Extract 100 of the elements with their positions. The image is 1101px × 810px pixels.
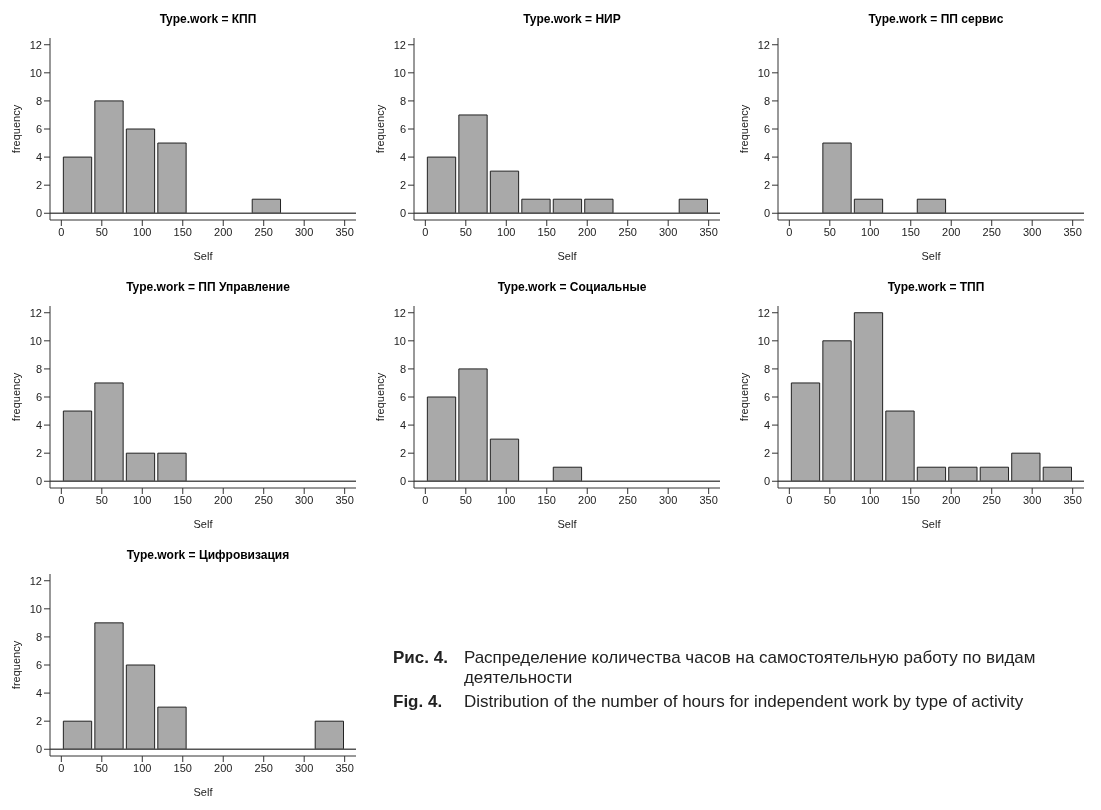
x-tick-label: 300 — [1023, 493, 1042, 506]
x-axis-title: Self — [193, 518, 214, 530]
y-tick-label: 0 — [399, 207, 406, 220]
x-tick-label: 100 — [497, 493, 516, 506]
y-tick-label: 8 — [399, 94, 406, 107]
y-axis-title: frequency — [737, 104, 750, 154]
x-tick-label: 350 — [1063, 225, 1082, 238]
y-tick-label: 4 — [35, 418, 42, 431]
x-tick-label: 350 — [699, 225, 718, 238]
y-tick-label: 12 — [393, 38, 406, 51]
x-tick-label: 0 — [422, 225, 429, 238]
chart-title: Type.work = ТПП — [886, 279, 986, 296]
y-tick-label: 8 — [399, 362, 406, 375]
chart-title: Type.work = ПП Управление — [125, 279, 291, 296]
text: Рис. 4. — [393, 648, 448, 669]
x-tick-label: 300 — [295, 225, 314, 238]
y-axis-title: frequency — [9, 372, 22, 422]
y-tick-label: 6 — [35, 658, 42, 671]
chart-title: Type.work = Цифровизация — [125, 547, 291, 564]
y-tick-label: 2 — [35, 447, 42, 460]
chart-title: Type.work = ПП сервис — [867, 11, 1005, 28]
x-tick-label: 200 — [578, 493, 597, 506]
x-tick-label: 200 — [942, 493, 961, 506]
chart-title: Type.work = КПП — [158, 11, 258, 28]
x-axis-title: Self — [557, 518, 578, 530]
x-tick-label: 300 — [659, 225, 678, 238]
x-tick-label: 200 — [214, 225, 233, 238]
y-tick-label: 4 — [399, 418, 406, 431]
y-tick-label: 4 — [763, 150, 770, 163]
x-tick-label: 250 — [982, 225, 1001, 238]
x-tick-label: 50 — [823, 493, 836, 506]
y-tick-label: 4 — [763, 418, 770, 431]
x-tick-label: 350 — [699, 493, 718, 506]
x-tick-label: 0 — [422, 493, 429, 506]
text: Distribution of the number of hours for independent work by type of activity — [463, 692, 1025, 712]
x-tick-label: 250 — [982, 493, 1001, 506]
x-tick-label: 200 — [214, 761, 233, 774]
x-tick-label: 100 — [133, 225, 152, 238]
y-tick-label: 12 — [29, 306, 42, 319]
y-tick-label: 0 — [399, 475, 406, 488]
y-tick-label: 8 — [35, 362, 42, 375]
x-tick-label: 200 — [942, 225, 961, 238]
y-tick-label: 10 — [393, 66, 406, 79]
x-axis-title: Self — [193, 250, 214, 262]
x-tick-label: 50 — [95, 225, 108, 238]
x-tick-label: 50 — [95, 493, 108, 506]
y-tick-label: 12 — [29, 38, 42, 51]
x-tick-label: 150 — [173, 761, 192, 774]
y-tick-label: 12 — [757, 306, 770, 319]
x-tick-label: 250 — [618, 493, 637, 506]
x-tick-label: 50 — [95, 761, 108, 774]
y-axis-title: frequency — [373, 104, 386, 154]
y-tick-label: 8 — [35, 94, 42, 107]
x-tick-label: 350 — [1063, 493, 1082, 506]
y-tick-label: 0 — [763, 475, 770, 488]
caption: Fig. 4. — [393, 692, 444, 712]
text: Распределение количества часов на самостоятельную работу по видам деятельности — [463, 648, 1037, 688]
y-tick-label: 4 — [399, 150, 406, 163]
x-tick-label: 100 — [861, 493, 880, 506]
y-tick-label: 4 — [35, 686, 42, 699]
y-tick-label: 6 — [399, 122, 406, 135]
y-tick-label: 10 — [757, 66, 770, 79]
y-tick-label: 8 — [35, 630, 42, 643]
y-axis-title: frequency — [737, 372, 750, 422]
y-tick-label: 8 — [763, 362, 770, 375]
y-tick-label: 10 — [29, 602, 42, 615]
x-tick-label: 250 — [618, 225, 637, 238]
y-tick-label: 2 — [399, 447, 406, 460]
y-axis-title: frequency — [9, 640, 22, 690]
y-axis-title: frequency — [9, 104, 22, 154]
y-axis-title: frequency — [373, 372, 386, 422]
x-tick-label: 150 — [901, 493, 920, 506]
y-tick-label: 12 — [757, 38, 770, 51]
x-tick-label: 50 — [823, 225, 836, 238]
y-tick-label: 6 — [35, 390, 42, 403]
y-tick-label: 2 — [763, 447, 770, 460]
chart-title: Type.work = Социальные — [496, 279, 648, 296]
x-tick-label: 150 — [173, 493, 192, 506]
x-tick-label: 300 — [295, 761, 314, 774]
x-axis-title: Self — [193, 786, 214, 798]
x-tick-label: 50 — [459, 225, 472, 238]
x-tick-label: 0 — [58, 761, 65, 774]
y-tick-label: 10 — [757, 334, 770, 347]
x-tick-label: 250 — [254, 493, 273, 506]
x-tick-label: 350 — [335, 761, 354, 774]
y-tick-label: 10 — [29, 334, 42, 347]
y-tick-label: 2 — [763, 179, 770, 192]
x-tick-label: 150 — [173, 225, 192, 238]
x-tick-label: 0 — [58, 493, 65, 506]
x-tick-label: 150 — [901, 225, 920, 238]
x-tick-label: 150 — [537, 493, 556, 506]
x-tick-label: 0 — [786, 225, 793, 238]
x-tick-label: 0 — [58, 225, 65, 238]
y-tick-label: 10 — [29, 66, 42, 79]
y-tick-label: 8 — [763, 94, 770, 107]
y-tick-label: 0 — [35, 743, 42, 756]
y-tick-label: 6 — [35, 122, 42, 135]
x-tick-label: 350 — [335, 225, 354, 238]
x-tick-label: 100 — [133, 493, 152, 506]
x-tick-label: 50 — [459, 493, 472, 506]
